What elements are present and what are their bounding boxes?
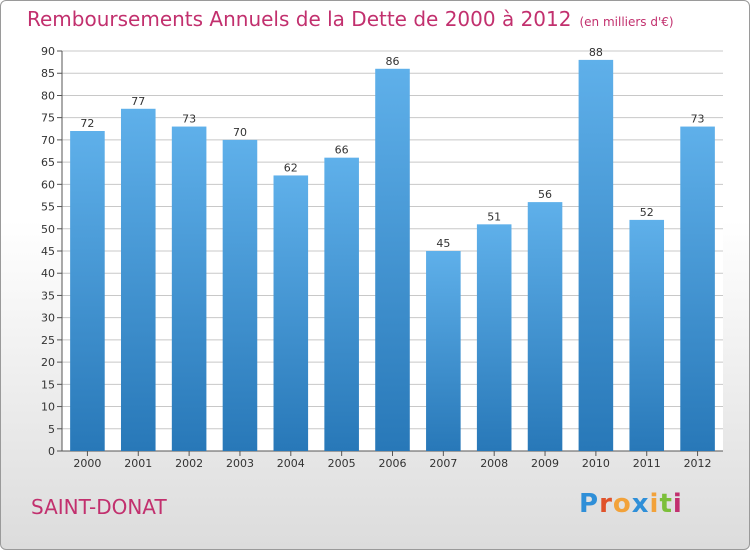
y-tick-label-90: 90	[41, 45, 55, 58]
bar-2001	[120, 108, 156, 452]
x-tick-label-2001: 2001	[124, 457, 152, 470]
y-tick-label-85: 85	[41, 67, 55, 80]
data-label-2009: 56	[538, 188, 552, 201]
chart-title: Remboursements Annuels de la Dette de 20…	[27, 7, 674, 31]
y-tick-label-25: 25	[41, 334, 55, 347]
x-tick-label-2007: 2007	[429, 457, 457, 470]
data-label-2003: 70	[233, 126, 247, 139]
data-label-2006: 86	[386, 55, 400, 68]
bar-2011	[629, 219, 665, 451]
brand-logo: Proxiti	[579, 489, 683, 519]
x-tick-label-2008: 2008	[480, 457, 508, 470]
data-label-2008: 51	[487, 210, 501, 223]
y-tick-label-60: 60	[41, 178, 55, 191]
brand-letter: i	[649, 489, 660, 519]
bar-2010	[578, 59, 614, 452]
x-tick-label-2003: 2003	[226, 457, 254, 470]
y-tick-label-55: 55	[41, 201, 55, 214]
x-tick-label-2004: 2004	[277, 457, 305, 470]
x-tick-label-2009: 2009	[531, 457, 559, 470]
y-tick-label-45: 45	[41, 245, 55, 258]
bar-2012	[680, 126, 715, 452]
y-tick-label-15: 15	[41, 378, 55, 391]
x-tick-label-2005: 2005	[328, 457, 356, 470]
data-label-2005: 66	[335, 144, 349, 157]
data-label-2011: 52	[640, 206, 654, 219]
y-tick-label-35: 35	[41, 289, 55, 302]
x-tick-label-2011: 2011	[633, 457, 661, 470]
y-tick-label-50: 50	[41, 223, 55, 236]
y-tick-label-80: 80	[41, 89, 55, 102]
place-name: SAINT-DONAT	[31, 495, 167, 519]
brand-letter: x	[631, 489, 650, 519]
y-tick-label-0: 0	[48, 445, 55, 458]
bar-2009	[527, 202, 563, 451]
y-tick-label-75: 75	[41, 112, 55, 125]
data-label-2002: 73	[182, 113, 196, 126]
brand-letter: P	[579, 489, 600, 519]
bar-2002	[171, 126, 207, 452]
data-label-2004: 62	[284, 161, 298, 174]
x-tick-label-2006: 2006	[379, 457, 407, 470]
chart-title-text: Remboursements Annuels de la Dette de 20…	[27, 7, 572, 31]
bar-2005	[324, 157, 359, 451]
bar-2008	[476, 224, 512, 451]
data-label-2012: 73	[691, 113, 705, 126]
chart-subtitle: (en milliers d'€)	[579, 15, 674, 29]
brand-letter: i	[672, 489, 683, 519]
x-tick-label-2002: 2002	[175, 457, 203, 470]
y-tick-label-10: 10	[41, 401, 55, 414]
bar-2000	[70, 131, 105, 451]
x-tick-label-2000: 2000	[73, 457, 101, 470]
brand-letter: t	[659, 489, 673, 519]
x-tick-label-2012: 2012	[684, 457, 712, 470]
x-tick-label-2010: 2010	[582, 457, 610, 470]
y-tick-label-30: 30	[41, 312, 55, 325]
data-label-2000: 72	[80, 117, 94, 130]
bar-2006	[375, 68, 410, 452]
brand-letter: o	[612, 489, 632, 519]
y-tick-label-40: 40	[41, 267, 55, 280]
y-tick-label-70: 70	[41, 134, 55, 147]
data-label-2007: 45	[436, 237, 450, 250]
y-tick-label-20: 20	[41, 356, 55, 369]
y-tick-label-5: 5	[48, 423, 55, 436]
data-label-2001: 77	[131, 95, 145, 108]
y-tick-label-65: 65	[41, 156, 55, 169]
data-label-2010: 88	[589, 46, 603, 59]
bar-2003	[222, 139, 258, 451]
bar-2004	[273, 175, 309, 451]
brand-letter: r	[599, 489, 613, 519]
bar-2007	[426, 251, 461, 451]
